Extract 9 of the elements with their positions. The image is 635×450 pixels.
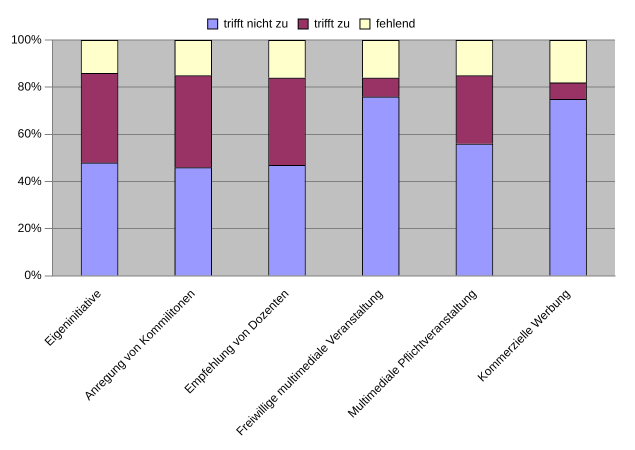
legend-label: trifft zu [314, 16, 350, 30]
y-tick-label: 20% [18, 221, 42, 235]
y-tick-label: 80% [18, 79, 42, 94]
legend-label: trifft nicht zu [224, 16, 288, 30]
y-tick-label: 0% [24, 268, 42, 282]
y-tick-label: 60% [18, 126, 42, 141]
legend-label: fehlend [376, 16, 416, 30]
y-tick-label: 40% [18, 174, 42, 188]
y-tick-label: 100% [10, 32, 42, 46]
